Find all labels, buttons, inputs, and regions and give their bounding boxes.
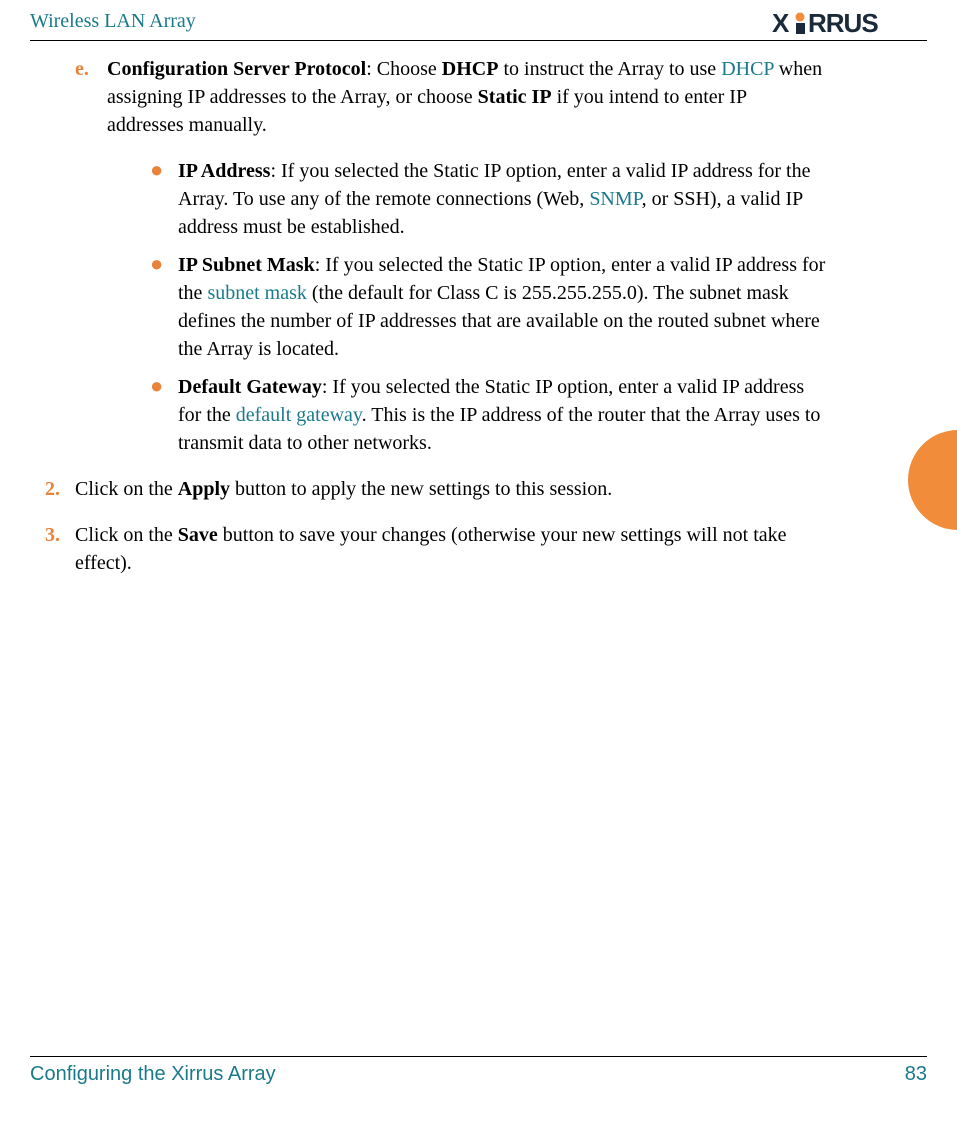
brand-logo: X RRUS	[772, 10, 927, 38]
xirrus-logo-icon: X RRUS	[772, 10, 927, 38]
link-dhcp[interactable]: DHCP	[721, 58, 774, 80]
item-marker-2: 2.	[45, 475, 75, 503]
text: : Choose	[366, 58, 442, 80]
text-bold: IP Subnet Mask	[178, 254, 315, 276]
text-bold: Default Gateway	[178, 376, 322, 398]
bullet-item-ip-address: ● IP Address: If you selected the Static…	[150, 157, 827, 241]
bullet-dot-icon: ●	[150, 251, 178, 363]
item-body-2: Click on the Apply button to apply the n…	[75, 475, 827, 503]
text-bold: Save	[178, 524, 218, 546]
svg-text:X: X	[772, 10, 790, 38]
bullet-dot-icon: ●	[150, 373, 178, 457]
page-footer: Configuring the Xirrus Array 83	[30, 1056, 927, 1086]
bullet-list: ● IP Address: If you selected the Static…	[150, 157, 827, 457]
text-bold: Static IP	[478, 86, 552, 108]
bullet-text: IP Subnet Mask: If you selected the Stat…	[178, 251, 827, 363]
text-bold: Apply	[178, 478, 230, 500]
bullet-text: Default Gateway: If you selected the Sta…	[178, 373, 827, 457]
item-marker-e: e.	[75, 55, 107, 139]
bullet-item-subnet: ● IP Subnet Mask: If you selected the St…	[150, 251, 827, 363]
svg-text:RRUS: RRUS	[808, 10, 878, 38]
side-tab-dot-icon	[908, 430, 957, 530]
list-item-3: 3. Click on the Save button to save your…	[45, 521, 827, 577]
header-title: Wireless LAN Array	[30, 10, 196, 33]
list-item-e: e. Configuration Server Protocol: Choose…	[75, 55, 827, 139]
page-content: e. Configuration Server Protocol: Choose…	[30, 55, 827, 595]
page-header: Wireless LAN Array X RRUS	[30, 10, 927, 41]
item-body-3: Click on the Save button to save your ch…	[75, 521, 827, 577]
text-bold: IP Address	[178, 160, 270, 182]
footer-section-title: Configuring the Xirrus Array	[30, 1063, 276, 1086]
side-tab-container	[902, 430, 957, 530]
link-subnet-mask[interactable]: subnet mask	[207, 282, 306, 304]
bullet-dot-icon: ●	[150, 157, 178, 241]
link-snmp[interactable]: SNMP	[589, 188, 641, 210]
text: button to apply the new settings to this…	[230, 478, 612, 500]
page-number: 83	[905, 1063, 927, 1086]
text-bold: Configuration Server Protocol	[107, 58, 366, 80]
text-bold: DHCP	[442, 58, 499, 80]
link-default-gateway[interactable]: default gateway	[236, 404, 362, 426]
text: Click on the	[75, 524, 178, 546]
text: to instruct the Array to use	[498, 58, 721, 80]
text: Click on the	[75, 478, 178, 500]
item-body-e: Configuration Server Protocol: Choose DH…	[107, 55, 827, 139]
item-marker-3: 3.	[45, 521, 75, 577]
bullet-text: IP Address: If you selected the Static I…	[178, 157, 827, 241]
bullet-item-gateway: ● Default Gateway: If you selected the S…	[150, 373, 827, 457]
list-item-2: 2. Click on the Apply button to apply th…	[45, 475, 827, 503]
